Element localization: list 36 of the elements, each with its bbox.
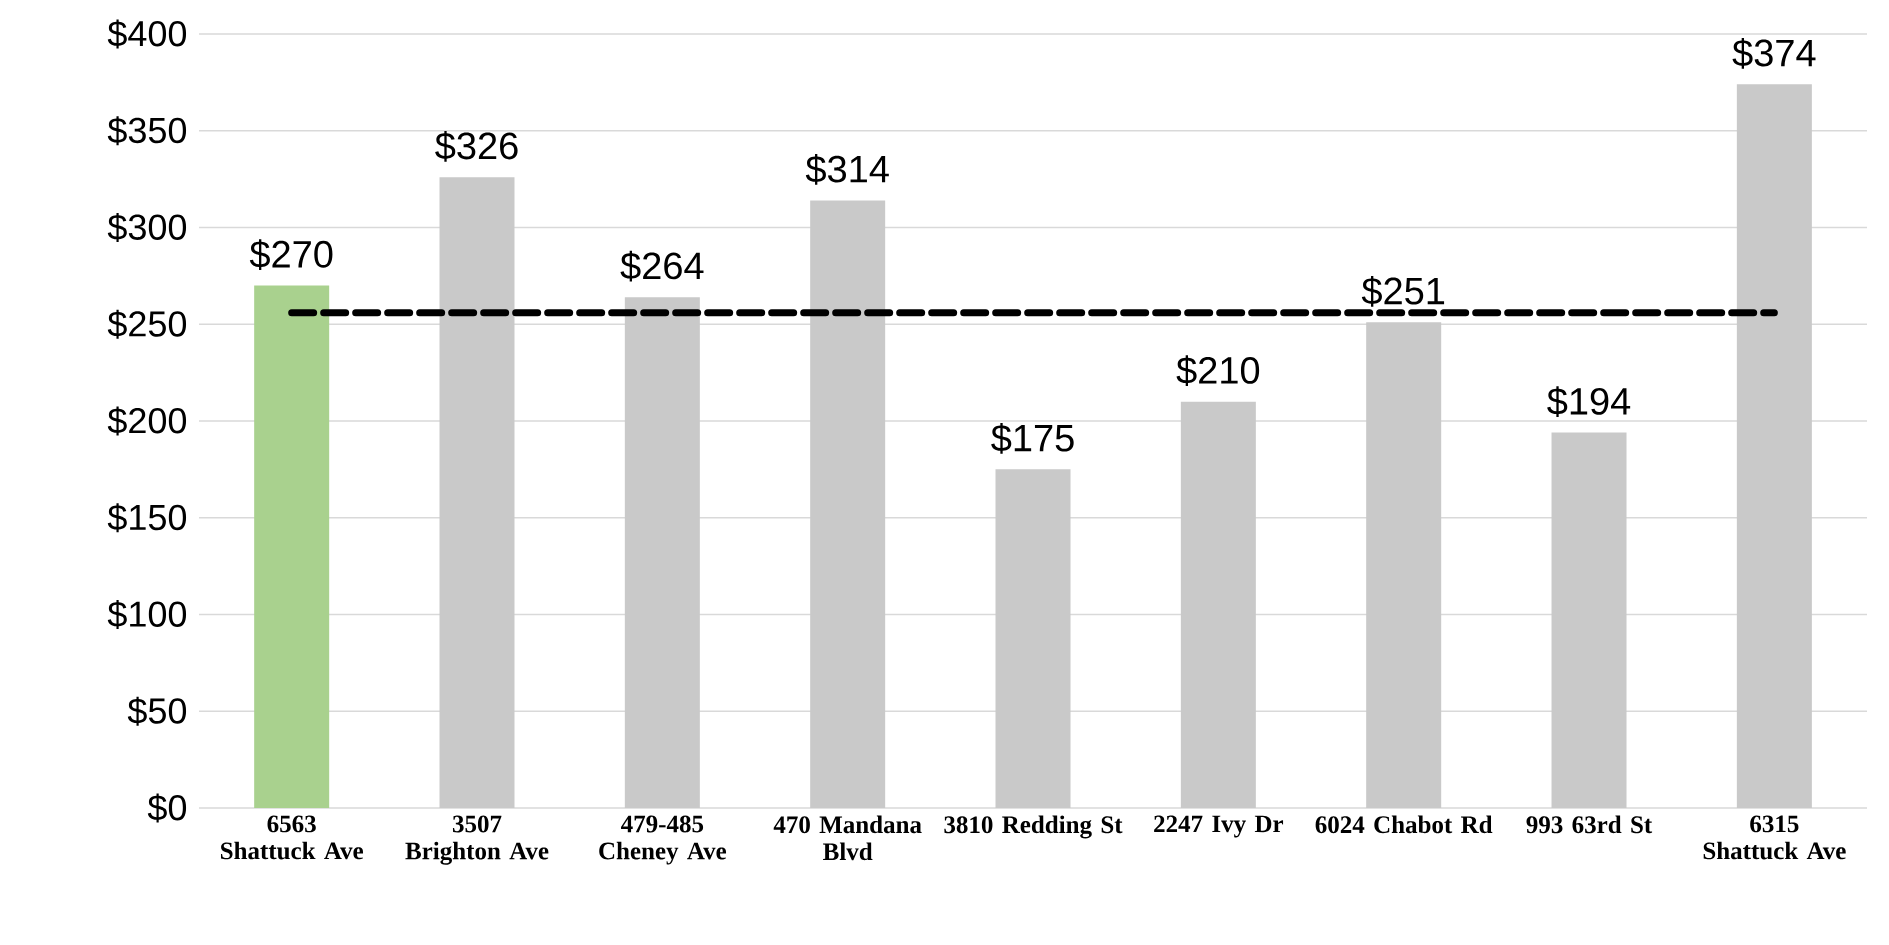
data-label: $251 [1361, 276, 1445, 307]
y-tick-label: $100 [107, 599, 187, 630]
data-label: $264 [620, 250, 704, 282]
data-label: $326 [435, 130, 518, 162]
bar [995, 469, 1071, 808]
y-tick-label: $0 [147, 793, 187, 823]
y-tick-label: $150 [107, 503, 187, 533]
y-tick-label: $300 [107, 212, 187, 243]
x-tick-label: 3810 Redding St [944, 815, 1123, 839]
bar [1366, 322, 1442, 808]
data-label: $175 [991, 423, 1074, 454]
data-label: $374 [1732, 38, 1816, 69]
x-tick-label: 2247 Ivy Dr [1154, 815, 1284, 838]
data-label: $314 [805, 154, 889, 185]
y-tick-label: $50 [127, 696, 187, 726]
x-tick-label: 3507 Brighton Ave [405, 815, 549, 865]
y-tick-label: $400 [107, 19, 187, 49]
x-tick-label: 6315 Shattuck Ave [1703, 815, 1846, 860]
bar [439, 177, 515, 808]
x-tick-label: 993 63rd St [1526, 815, 1653, 834]
x-tick-label: 6563 Shattuck Ave [221, 815, 364, 860]
bar [254, 285, 330, 808]
data-label: $210 [1176, 355, 1260, 387]
y-tick-label: $350 [107, 116, 187, 146]
data-label: $194 [1547, 386, 1631, 418]
bar [1180, 401, 1256, 808]
x-tick-label: 470 Mandana Blvd [773, 815, 922, 861]
bar [1551, 432, 1627, 808]
bar [810, 200, 886, 808]
x-tick-label: 479-485 Cheney Ave [599, 815, 727, 865]
y-tick-label: $200 [107, 406, 187, 436]
y-tick-label: $250 [107, 309, 187, 339]
data-label: $270 [249, 239, 333, 271]
bar [1736, 84, 1812, 808]
x-tick-label: 6024 Chabot Rd [1315, 815, 1493, 834]
bar [624, 297, 700, 808]
